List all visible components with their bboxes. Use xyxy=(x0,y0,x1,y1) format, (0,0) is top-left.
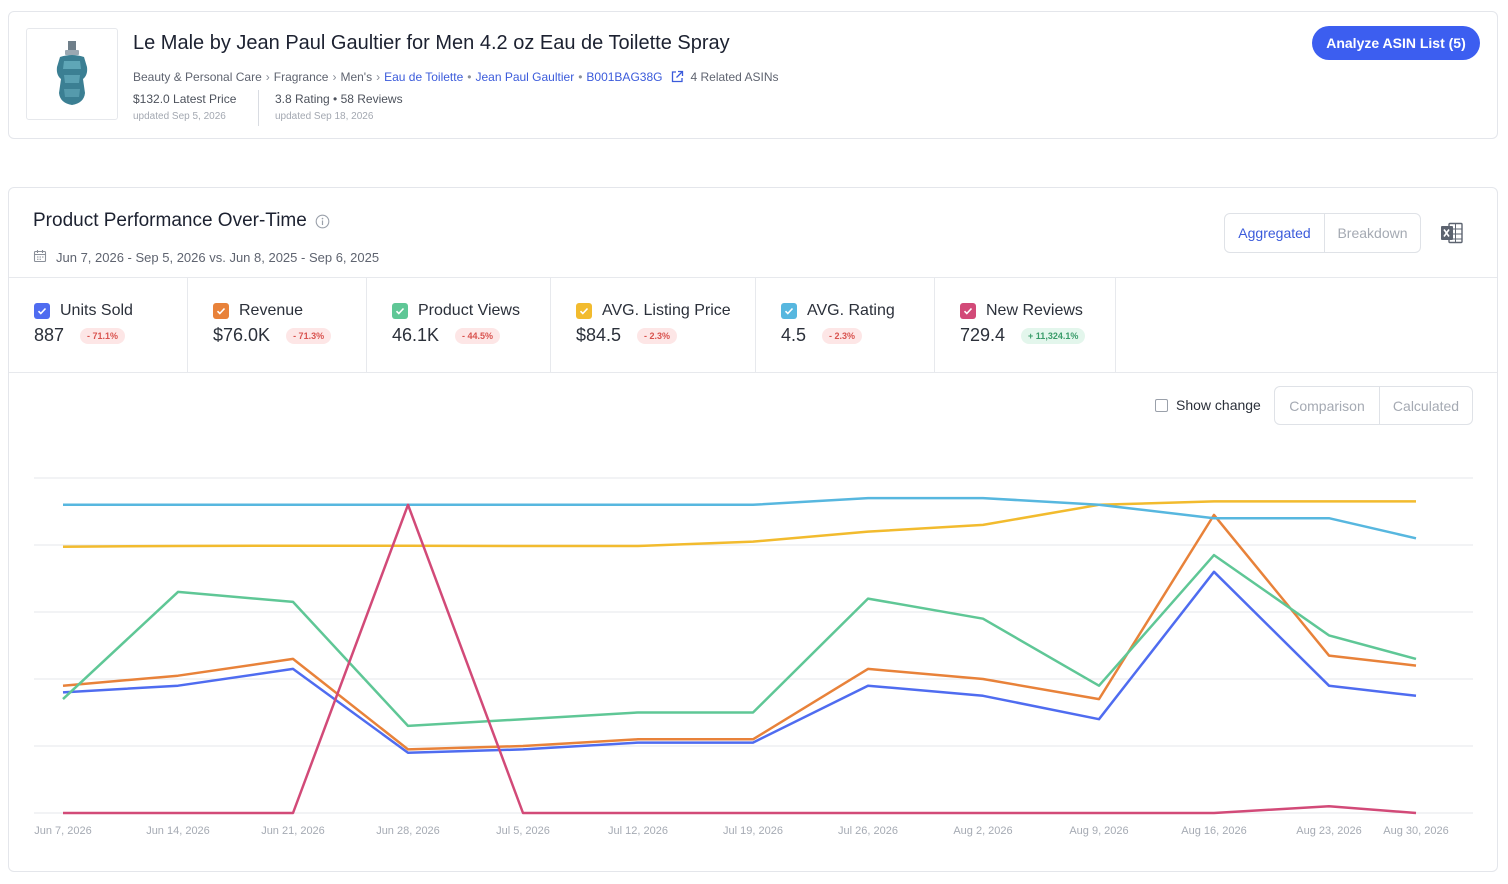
show-change-label: Show change xyxy=(1176,397,1261,413)
x-tick-label: Jun 21, 2026 xyxy=(261,825,325,837)
checkbox-checked-icon[interactable] xyxy=(34,303,50,319)
change-badge: - 2.3% xyxy=(822,327,863,344)
checkbox-checked-icon[interactable] xyxy=(392,303,408,319)
x-tick-label: Aug 23, 2026 xyxy=(1296,825,1361,837)
rating-summary: 3.8 Rating • 58 Reviews xyxy=(275,92,403,106)
product-image[interactable] xyxy=(26,28,118,120)
latest-price: $132.0 Latest Price xyxy=(133,92,237,106)
change-badge: - 71.1% xyxy=(80,327,126,344)
x-tick-label: Jul 12, 2026 xyxy=(608,825,668,837)
date-range[interactable]: Jun 7, 2026 - Sep 5, 2026 vs. Jun 8, 202… xyxy=(33,249,379,266)
checkbox-checked-icon[interactable] xyxy=(576,303,592,319)
series-line-product-views[interactable] xyxy=(62,553,1417,728)
category-link[interactable]: Eau de Toilette xyxy=(384,70,464,84)
related-asins-link[interactable]: 4 Related ASINs xyxy=(690,70,779,84)
series-line-new-reviews[interactable] xyxy=(63,503,1417,815)
date-range-text: Jun 7, 2026 - Sep 5, 2026 vs. Jun 8, 202… xyxy=(56,250,380,265)
metric-avg-rating[interactable]: AVG. Rating 4.5 - 2.3% xyxy=(756,278,935,372)
section-title: Product Performance Over-Time xyxy=(33,210,330,232)
metric-avg-listing-price[interactable]: AVG. Listing Price $84.5 - 2.3% xyxy=(551,278,756,372)
performance-panel: Product Performance Over-Time Jun 7, 202… xyxy=(8,187,1498,872)
x-tick-label: Aug 16, 2026 xyxy=(1181,825,1246,837)
breadcrumb-item[interactable]: Beauty & Personal Care xyxy=(133,70,262,84)
meta-divider xyxy=(258,90,259,126)
price-updated: updated Sep 5, 2026 xyxy=(133,111,226,122)
series-line-avg-listing-price[interactable] xyxy=(62,500,1416,548)
calc-mode-toggle: Comparison Calculated xyxy=(1274,386,1473,425)
change-badge: - 44.5% xyxy=(455,327,501,344)
bullet-separator: • xyxy=(578,70,583,84)
change-badge: - 71.3% xyxy=(286,327,332,344)
x-tick-label: Jun 7, 2026 xyxy=(34,825,92,837)
asin-link[interactable]: B001BAG38G xyxy=(586,70,663,84)
calculated-tab[interactable]: Calculated xyxy=(1379,387,1472,424)
change-badge: + 11,324.1% xyxy=(1021,327,1086,344)
x-tick-label: Jul 5, 2026 xyxy=(496,825,550,837)
breadcrumb-separator: › xyxy=(332,70,337,84)
metric-value: $76.0K xyxy=(213,325,271,345)
rating-updated: updated Sep 18, 2026 xyxy=(275,111,374,122)
metric-label: New Reviews xyxy=(986,302,1083,319)
metric-label: AVG. Listing Price xyxy=(602,302,731,319)
metrics-row: Units Sold 887 - 71.1% Revenue $76.0K - … xyxy=(9,277,1497,373)
analyze-asin-list-button[interactable]: Analyze ASIN List (5) xyxy=(1312,26,1480,60)
info-icon[interactable] xyxy=(315,214,330,229)
breakdown-tab[interactable]: Breakdown xyxy=(1324,214,1420,252)
product-title: Le Male by Jean Paul Gaultier for Men 4.… xyxy=(133,32,730,54)
aggregated-tab[interactable]: Aggregated xyxy=(1238,225,1311,241)
metric-label: Units Sold xyxy=(60,302,133,319)
metric-value: 729.4 xyxy=(960,325,1006,345)
metric-new-reviews[interactable]: New Reviews 729.4 + 11,324.1% xyxy=(935,278,1116,372)
x-tick-label: Jun 28, 2026 xyxy=(376,825,440,837)
breadcrumb-item[interactable]: Men's xyxy=(340,70,373,84)
metric-units-sold[interactable]: Units Sold 887 - 71.1% xyxy=(9,278,188,372)
metric-value: 46.1K xyxy=(392,325,440,345)
checkbox-checked-icon[interactable] xyxy=(960,303,976,319)
section-title-text: Product Performance Over-Time xyxy=(33,210,307,231)
breadcrumb-item[interactable]: Fragrance xyxy=(273,70,329,84)
product-card: Le Male by Jean Paul Gaultier for Men 4.… xyxy=(8,11,1498,139)
metric-value: 4.5 xyxy=(781,325,807,345)
series-line-avg-rating[interactable] xyxy=(63,496,1417,540)
metric-label: Product Views xyxy=(418,302,520,319)
breadcrumb-separator: › xyxy=(376,70,381,84)
comparison-tab[interactable]: Comparison xyxy=(1289,397,1365,414)
checkbox-checked-icon[interactable] xyxy=(213,303,229,319)
x-tick-label: Jul 19, 2026 xyxy=(723,825,783,837)
external-link-icon[interactable] xyxy=(670,70,684,84)
checkbox-checked-icon[interactable] xyxy=(781,303,797,319)
x-tick-label: Jun 14, 2026 xyxy=(146,825,210,837)
checkbox-unchecked-icon[interactable] xyxy=(1155,398,1168,412)
x-tick-label: Aug 9, 2026 xyxy=(1069,825,1128,837)
metric-label: AVG. Rating xyxy=(807,302,895,319)
rating-info: 3.8 Rating • 58 Reviews updated Sep 18, … xyxy=(275,92,403,122)
x-tick-label: Jul 26, 2026 xyxy=(838,825,898,837)
x-tick-label: Aug 2, 2026 xyxy=(953,825,1012,837)
brand-link[interactable]: Jean Paul Gaultier xyxy=(475,70,575,84)
line-chart: Jun 7, 2026 Jun 14, 2026 Jun 21, 2026 Jun 2… xyxy=(9,458,1497,871)
perfume-bottle-image xyxy=(56,41,88,105)
metric-value: 887 xyxy=(34,325,65,345)
excel-export-icon[interactable] xyxy=(1440,221,1464,245)
view-toggle: Aggregated Breakdown xyxy=(1224,213,1421,253)
price-info: $132.0 Latest Price updated Sep 5, 2026 xyxy=(133,92,236,122)
metric-revenue[interactable]: Revenue $76.0K - 71.3% xyxy=(188,278,367,372)
series-line-units-sold[interactable] xyxy=(62,570,1417,754)
metric-label: Revenue xyxy=(239,302,304,319)
series-line-revenue[interactable] xyxy=(62,513,1417,751)
change-badge: - 2.3% xyxy=(637,327,678,344)
metric-value: $84.5 xyxy=(576,325,622,345)
bullet-separator: • xyxy=(467,70,472,84)
breadcrumb: Beauty & Personal Care › Fragrance › Men… xyxy=(133,70,779,84)
show-change-toggle[interactable]: Show change xyxy=(1155,397,1261,413)
breadcrumb-separator: › xyxy=(265,70,270,84)
calendar-icon xyxy=(33,249,47,266)
metric-product-views[interactable]: Product Views 46.1K - 44.5% xyxy=(367,278,551,372)
x-tick-label: Aug 30, 2026 xyxy=(1383,825,1448,837)
chart-svg: Jun 7, 2026 Jun 14, 2026 Jun 21, 2026 Jun 2… xyxy=(34,477,1473,837)
